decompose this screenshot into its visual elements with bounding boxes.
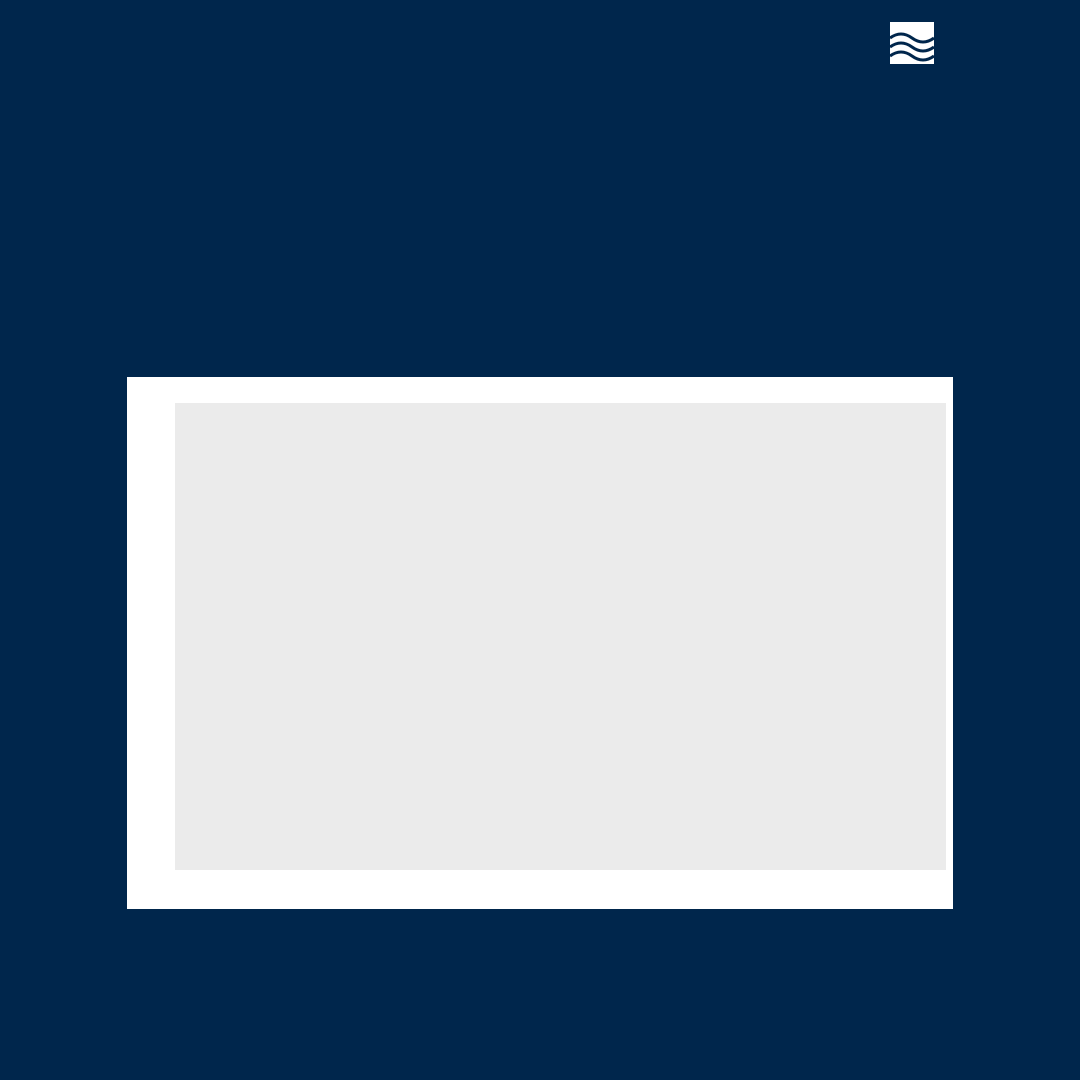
usgs-logo [889, 22, 935, 64]
logo-waves [889, 32, 935, 62]
plot-panel [175, 403, 946, 870]
